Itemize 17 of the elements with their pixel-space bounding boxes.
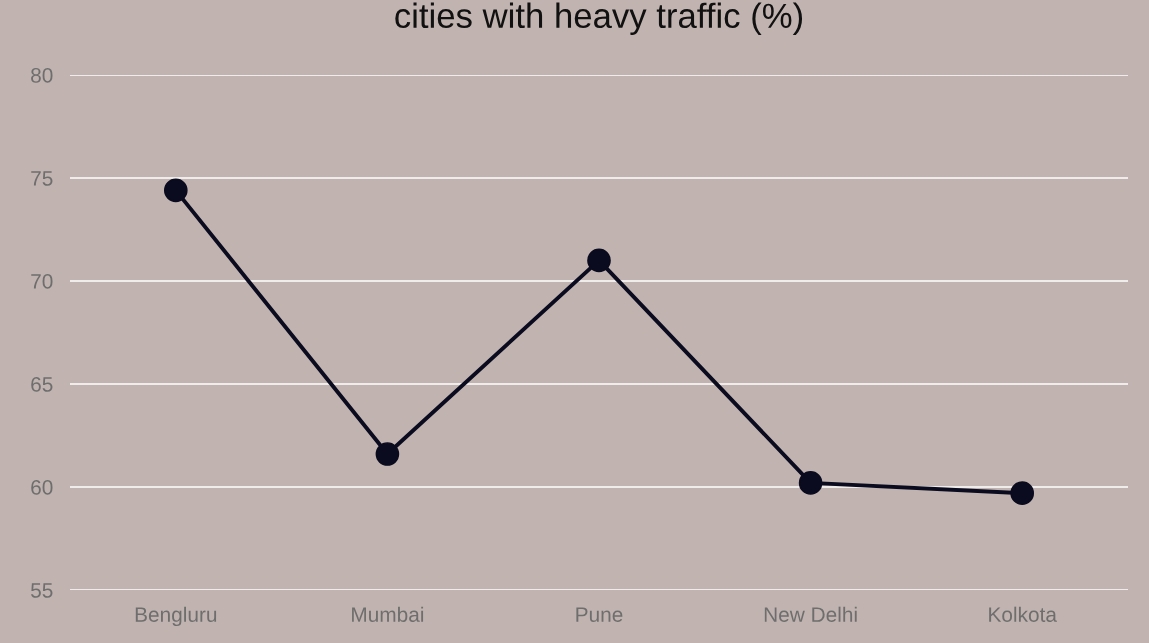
x-tick-label: Pune — [576, 607, 623, 622]
y-tick-label: 70 — [31, 274, 53, 289]
point — [375, 442, 400, 466]
y-tick-label: 60 — [31, 480, 53, 495]
y-tick-label: 55 — [31, 583, 53, 598]
point — [1010, 481, 1035, 505]
x-tick-label: Mumbai — [352, 606, 424, 622]
y-tick-label: 65 — [31, 377, 53, 392]
point — [163, 178, 188, 203]
x-tick-label: New Delhi — [764, 606, 857, 622]
point — [798, 471, 823, 495]
chart-title: cities with heavy traffic (%) — [395, 2, 803, 35]
x-tick-label: Kolkota — [989, 606, 1057, 622]
x-tick-label: Bengluru — [135, 606, 217, 627]
point — [587, 248, 611, 273]
y-tick-label: 80 — [31, 68, 53, 83]
y-tick-label: 75 — [31, 171, 53, 186]
